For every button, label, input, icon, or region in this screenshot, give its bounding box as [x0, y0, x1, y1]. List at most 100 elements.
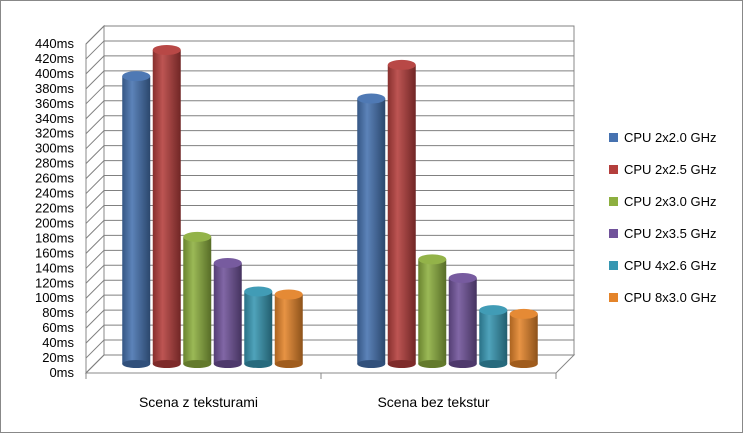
gridline	[85, 100, 574, 120]
gridline	[85, 234, 574, 254]
bar-top	[418, 254, 447, 265]
gridlines	[85, 25, 574, 374]
bar	[387, 59, 416, 368]
y-tick-label: 200ms	[35, 215, 75, 230]
gridline	[85, 309, 574, 329]
bar-top	[213, 258, 242, 269]
bar-body	[387, 64, 416, 364]
legend-swatch	[609, 261, 618, 270]
y-tick-label: 40ms	[42, 335, 74, 350]
bars	[122, 44, 538, 368]
bar-top	[152, 44, 181, 55]
y-tick-label: 20ms	[42, 350, 74, 365]
legend-label: CPU 2x3.0 GHz	[624, 194, 716, 209]
bar-top	[448, 273, 477, 284]
bar-body	[213, 263, 242, 364]
gridline	[85, 175, 574, 194]
bar	[213, 258, 242, 368]
y-tick-label: 420ms	[35, 51, 75, 66]
y-tick-label: 380ms	[35, 81, 75, 96]
y-tick-label: 240ms	[35, 186, 75, 201]
gridline	[85, 115, 574, 135]
bar-body	[479, 310, 508, 364]
gridline	[85, 339, 574, 359]
y-tick-label: 80ms	[42, 305, 74, 320]
bar-top	[357, 93, 386, 104]
gridline	[85, 40, 574, 60]
bar-bottom	[122, 360, 151, 368]
y-tick-label: 400ms	[35, 66, 75, 81]
bar-top	[479, 305, 508, 316]
legend: CPU 2x2.0 GHz CPU 2x2.5 GHz CPU 2x3.0 GHz C…	[609, 130, 716, 305]
x-category-label: Scena z teksturami	[139, 394, 258, 410]
gridline	[85, 294, 574, 314]
bar-top	[122, 71, 151, 82]
bar	[448, 273, 477, 368]
y-tick-label: 100ms	[35, 290, 75, 305]
gridline	[85, 324, 574, 344]
legend-label: CPU 4x2.6 GHz	[624, 258, 716, 273]
x-category-label: Scena bez tekstur	[377, 394, 489, 410]
legend-swatch	[609, 293, 618, 302]
gridline	[85, 55, 574, 75]
y-axis-ticks: 0ms20ms40ms60ms80ms100ms120ms140ms160ms1…	[35, 36, 75, 380]
gridline	[85, 145, 574, 164]
bar-bottom	[418, 360, 447, 368]
legend-label: CPU 2x2.5 GHz	[624, 162, 716, 177]
bar-bottom	[244, 360, 273, 368]
gridline	[85, 204, 574, 224]
bar-top	[244, 286, 273, 297]
y-tick-label: 0ms	[49, 365, 74, 380]
bar	[152, 44, 181, 368]
y-tick-label: 280ms	[35, 156, 75, 171]
bar	[244, 286, 273, 368]
y-tick-label: 320ms	[35, 126, 75, 141]
y-tick-label: 260ms	[35, 171, 75, 186]
legend-swatch	[609, 197, 618, 206]
bar-bottom	[448, 360, 477, 368]
bar-top	[183, 231, 212, 242]
bar-body	[274, 294, 303, 364]
gridline	[85, 70, 574, 90]
gridline	[85, 130, 574, 150]
bar-body	[509, 313, 538, 364]
gridline	[85, 160, 574, 179]
bar-top	[509, 308, 538, 319]
bar-top	[387, 59, 416, 70]
bar-bottom	[509, 360, 538, 368]
y-tick-label: 120ms	[35, 275, 75, 290]
bar-bottom	[357, 360, 386, 368]
legend-label: CPU 2x2.0 GHz	[624, 130, 716, 145]
y-tick-label: 340ms	[35, 111, 75, 126]
y-tick-label: 140ms	[35, 260, 75, 275]
legend-swatch	[609, 165, 618, 174]
bar-bottom	[213, 360, 242, 368]
bar	[418, 254, 447, 368]
gridline	[85, 219, 574, 239]
bar	[183, 231, 212, 368]
bar-body	[418, 259, 447, 364]
bar-body	[448, 278, 477, 364]
bar-bottom	[152, 360, 181, 368]
bar-bottom	[183, 360, 212, 368]
y-tick-label: 60ms	[42, 320, 74, 335]
gridline	[85, 85, 574, 105]
gridline	[85, 264, 574, 284]
legend-label: CPU 2x3.5 GHz	[624, 226, 716, 241]
bar	[357, 93, 386, 368]
bar-bottom	[479, 360, 508, 368]
y-tick-label: 440ms	[35, 36, 75, 51]
gridline	[85, 354, 574, 374]
bar-body	[357, 98, 386, 364]
legend-swatch	[609, 133, 618, 142]
bar-body	[183, 236, 212, 364]
bar	[509, 308, 538, 368]
bar-body	[152, 49, 181, 365]
y-tick-label: 160ms	[35, 245, 75, 260]
bar-bottom	[274, 360, 303, 368]
y-tick-label: 220ms	[35, 201, 75, 216]
bar-bottom	[387, 360, 416, 368]
bar-body	[122, 76, 151, 364]
